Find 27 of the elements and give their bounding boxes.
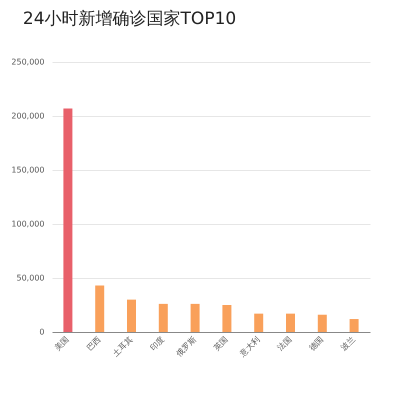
bar — [222, 305, 232, 332]
bar — [158, 304, 168, 332]
x-tick-label: 土耳其 — [110, 334, 134, 358]
x-tick-label: 英国 — [212, 334, 230, 353]
bar — [190, 304, 200, 332]
y-tick-label: 250,000 — [11, 58, 44, 66]
x-tick-label: 印度 — [148, 334, 166, 353]
x-tick-label: 美国 — [53, 334, 71, 353]
bar — [350, 319, 359, 332]
x-tick-label: 德国 — [307, 334, 326, 353]
bar — [95, 286, 104, 332]
y-tick-label: 50,000 — [16, 274, 44, 282]
x-tick-label: 俄罗斯 — [174, 334, 198, 358]
bar — [318, 314, 327, 332]
x-tick-label: 巴西 — [84, 334, 103, 353]
y-tick-label: 0 — [39, 328, 44, 336]
bar — [286, 314, 295, 332]
x-tick-label: 法国 — [276, 334, 294, 353]
y-tick-label: 200,000 — [11, 112, 44, 120]
bar — [254, 314, 264, 332]
y-tick-label: 100,000 — [11, 220, 44, 228]
x-tick-label: 波兰 — [339, 334, 357, 353]
bar — [63, 108, 72, 332]
chart-title: 24小时新增确诊国家TOP10 — [22, 9, 236, 29]
bar — [127, 300, 136, 332]
y-tick-label: 150,000 — [11, 166, 44, 174]
x-tick-label: 意大利 — [237, 334, 262, 360]
